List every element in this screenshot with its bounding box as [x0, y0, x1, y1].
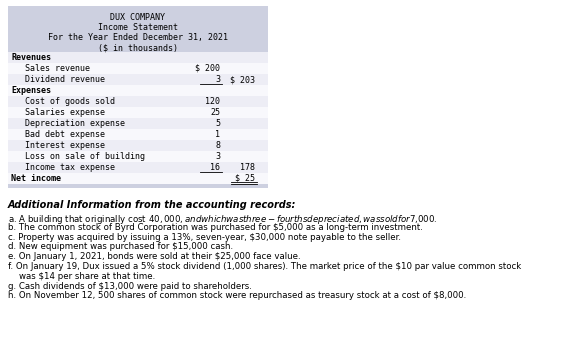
Bar — [8, 140, 268, 151]
Text: g. Cash dividends of $13,000 were paid to shareholders.: g. Cash dividends of $13,000 were paid t… — [8, 282, 252, 291]
Text: $ 203: $ 203 — [230, 75, 255, 84]
Bar — [8, 85, 268, 96]
Text: 1: 1 — [215, 130, 220, 139]
Text: 25: 25 — [210, 108, 220, 117]
Text: DUX COMPANY: DUX COMPANY — [111, 13, 166, 22]
Text: Interest expense: Interest expense — [25, 141, 105, 150]
Text: Loss on sale of building: Loss on sale of building — [25, 152, 145, 161]
Text: Cost of goods sold: Cost of goods sold — [25, 97, 115, 106]
Text: $ 200: $ 200 — [195, 64, 220, 73]
Bar — [8, 6, 268, 52]
Text: a. A building that originally cost $40,000, and which was three-fourths deprecia: a. A building that originally cost $40,0… — [8, 213, 438, 226]
Text: d. New equipment was purchased for $15,000 cash.: d. New equipment was purchased for $15,0… — [8, 243, 233, 252]
Text: Income tax expense: Income tax expense — [25, 163, 115, 172]
Text: Additional Information from the accounting records:: Additional Information from the accounti… — [8, 200, 296, 210]
Text: 120: 120 — [205, 97, 220, 106]
Text: Bad debt expense: Bad debt expense — [25, 130, 105, 139]
Text: b. The common stock of Byrd Corporation was purchased for $5,000 as a long-term : b. The common stock of Byrd Corporation … — [8, 223, 423, 232]
Text: Expenses: Expenses — [11, 86, 51, 95]
Bar — [8, 118, 268, 129]
Bar — [8, 52, 268, 63]
Text: was $14 per share at that time.: was $14 per share at that time. — [8, 272, 155, 281]
Text: 3: 3 — [215, 152, 220, 161]
Bar — [8, 107, 268, 118]
Bar — [8, 184, 268, 188]
Bar — [8, 96, 268, 107]
Text: For the Year Ended December 31, 2021: For the Year Ended December 31, 2021 — [48, 33, 228, 42]
Text: c. Property was acquired by issuing a 13%, seven-year, $30,000 note payable to t: c. Property was acquired by issuing a 13… — [8, 233, 401, 242]
Text: 5: 5 — [215, 119, 220, 128]
Text: Dividend revenue: Dividend revenue — [25, 75, 105, 84]
Text: 8: 8 — [215, 141, 220, 150]
Text: 16: 16 — [210, 163, 220, 172]
Text: Net income: Net income — [11, 174, 61, 183]
Text: 3: 3 — [215, 75, 220, 84]
Text: h. On November 12, 500 shares of common stock were repurchased as treasury stock: h. On November 12, 500 shares of common … — [8, 291, 466, 300]
Text: $ 25: $ 25 — [235, 174, 255, 183]
Text: Sales revenue: Sales revenue — [25, 64, 90, 73]
Bar — [8, 74, 268, 85]
Text: ($ in thousands): ($ in thousands) — [98, 43, 178, 52]
Text: f. On January 19, Dux issued a 5% stock dividend (1,000 shares). The market pric: f. On January 19, Dux issued a 5% stock … — [8, 262, 521, 271]
Text: Salaries expense: Salaries expense — [25, 108, 105, 117]
Bar — [8, 151, 268, 162]
Text: e. On January 1, 2021, bonds were sold at their $25,000 face value.: e. On January 1, 2021, bonds were sold a… — [8, 252, 301, 261]
Text: 178: 178 — [240, 163, 255, 172]
Bar — [8, 63, 268, 74]
Text: Income Statement: Income Statement — [98, 23, 178, 32]
Text: Depreciation expense: Depreciation expense — [25, 119, 125, 128]
Bar — [8, 162, 268, 173]
Bar — [8, 173, 268, 184]
Text: Revenues: Revenues — [11, 53, 51, 62]
Bar — [8, 129, 268, 140]
